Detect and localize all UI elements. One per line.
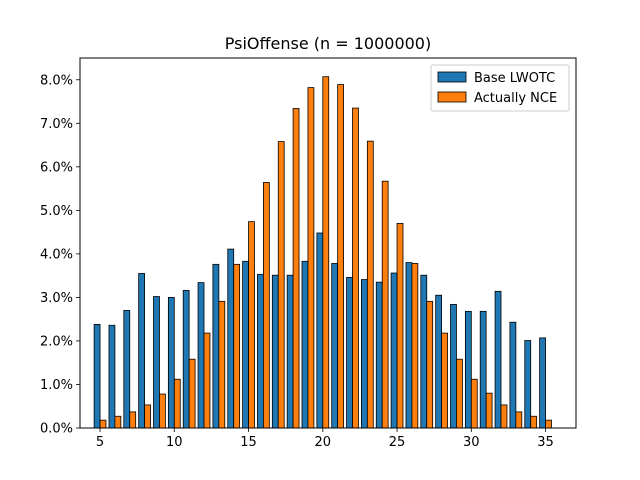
bar-base-lwotc-5	[93, 323, 101, 429]
bar-base-lwotc-32	[494, 290, 502, 429]
x-tick-label: 15	[240, 435, 257, 450]
bar-base-lwotc-8	[138, 273, 146, 429]
x-tick-label: 5	[96, 435, 104, 450]
legend-label-base-lwotc: Base LWOTC	[474, 71, 555, 86]
bar-actually-nce-29	[456, 358, 463, 429]
bar-base-lwotc-21	[331, 263, 339, 429]
bar-base-lwotc-35	[539, 337, 546, 429]
bar-actually-nce-8	[144, 404, 151, 429]
bar-actually-nce-14	[233, 263, 241, 429]
y-tick-label: 8.0%	[40, 73, 73, 88]
bar-base-lwotc-29	[450, 303, 457, 429]
bar-actually-nce-34	[530, 415, 538, 429]
bar-actually-nce-30	[470, 378, 478, 429]
bar-actually-nce-6	[114, 415, 122, 429]
y-tick-label: 1.0%	[40, 378, 73, 393]
bar-actually-nce-5	[99, 419, 107, 429]
bar-actually-nce-10	[173, 378, 181, 429]
legend-swatch-base-lwotc	[437, 71, 467, 83]
bar-base-lwotc-10	[167, 297, 175, 429]
x-tick-label: 20	[315, 435, 332, 450]
bar-base-lwotc-19	[301, 260, 309, 429]
bar-actually-nce-27	[426, 300, 434, 429]
bar-base-lwotc-24	[375, 281, 383, 429]
bar-base-lwotc-12	[197, 282, 205, 429]
bar-base-lwotc-34	[524, 340, 532, 429]
bar-actually-nce-7	[129, 411, 137, 429]
bar-base-lwotc-20	[316, 232, 324, 429]
bar-actually-nce-31	[485, 392, 493, 429]
bar-actually-nce-25	[396, 223, 404, 429]
bar-base-lwotc-17	[271, 274, 279, 429]
y-tick-label: 2.0%	[40, 334, 73, 349]
bar-actually-nce-32	[500, 404, 508, 429]
x-tick-label: 25	[389, 435, 406, 450]
bar-actually-nce-12	[203, 332, 211, 429]
legend: Base LWOTC Actually NCE	[430, 64, 570, 112]
chart-title: PsiOffense (n = 1000000)	[225, 34, 431, 53]
bar-actually-nce-26	[411, 263, 419, 429]
bar-base-lwotc-27	[420, 274, 428, 429]
legend-label-actually-nce: Actually NCE	[474, 91, 557, 106]
y-tick-label: 4.0%	[40, 247, 73, 262]
bar-actually-nce-22	[352, 107, 359, 429]
bar-base-lwotc-25	[390, 272, 398, 429]
bar-actually-nce-11	[188, 358, 196, 429]
bar-base-lwotc-23	[361, 279, 368, 429]
y-tick-label: 7.0%	[40, 117, 73, 132]
bar-actually-nce-35	[545, 419, 552, 429]
x-axis: 5 10 15 20 25 30 35	[96, 428, 554, 450]
bar-base-lwotc-30	[464, 310, 472, 429]
bar-actually-nce-20	[322, 76, 330, 429]
bar-actually-nce-33	[515, 411, 523, 429]
bar-base-lwotc-7	[123, 310, 131, 429]
y-axis: 0.0% 1.0% 2.0% 3.0% 4.0% 5.0% 6.0% 7.0% 8.0%	[40, 73, 80, 437]
y-tick-label: 0.0%	[40, 422, 73, 437]
bar-actually-nce-24	[381, 180, 389, 429]
bar-base-lwotc-18	[286, 274, 294, 429]
bar-actually-nce-17	[277, 141, 285, 429]
x-tick-label: 10	[166, 435, 183, 450]
bar-base-lwotc-22	[346, 276, 353, 429]
bar-base-lwotc-11	[182, 290, 190, 429]
y-tick-label: 6.0%	[40, 160, 73, 175]
bar-actually-nce-21	[337, 84, 344, 429]
bar-actually-nce-18	[292, 108, 300, 429]
bar-base-lwotc-26	[405, 262, 413, 429]
bar-base-lwotc-9	[153, 296, 160, 429]
x-tick-label: 30	[463, 435, 480, 450]
bar-base-lwotc-13	[212, 263, 220, 429]
bar-base-lwotc-16	[257, 273, 264, 429]
bar-base-lwotc-14	[227, 248, 235, 429]
bar-actually-nce-19	[307, 87, 315, 429]
bar-actually-nce-9	[159, 393, 166, 429]
bar-base-lwotc-28	[435, 294, 443, 429]
y-tick-label: 5.0%	[40, 204, 73, 219]
x-tick-label: 35	[537, 435, 554, 450]
bar-base-lwotc-6	[108, 324, 116, 429]
legend-swatch-actually-nce	[437, 91, 467, 103]
bar-base-lwotc-31	[479, 310, 487, 429]
bar-base-lwotc-33	[509, 321, 517, 429]
plot-frame	[79, 57, 577, 429]
bar-actually-nce-13	[218, 300, 226, 429]
bar-actually-nce-16	[262, 182, 270, 429]
y-tick-label: 3.0%	[40, 291, 73, 306]
bar-actually-nce-15	[248, 221, 255, 429]
bar-actually-nce-23	[366, 140, 374, 429]
bar-base-lwotc-15	[242, 260, 249, 429]
bar-actually-nce-28	[441, 332, 448, 429]
